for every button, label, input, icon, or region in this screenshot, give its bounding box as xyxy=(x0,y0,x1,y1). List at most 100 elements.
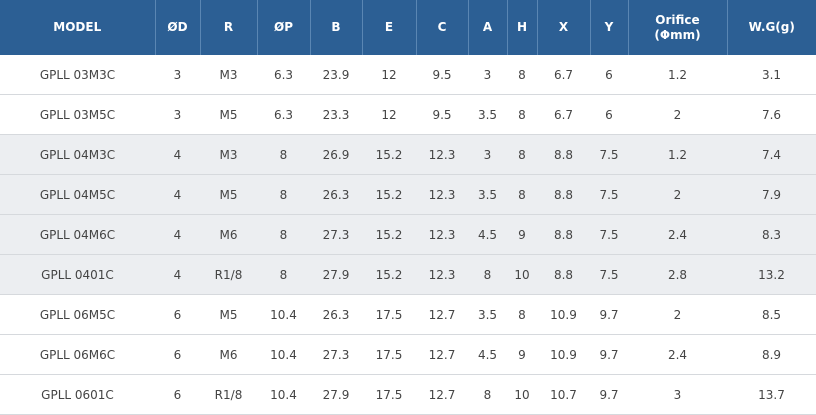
table-cell: 17.5 xyxy=(362,294,416,335)
table-cell: 7.9 xyxy=(727,174,816,215)
table-cell: 12.3 xyxy=(416,214,468,255)
table-cell: 12.7 xyxy=(416,374,468,415)
table-cell: 15.2 xyxy=(362,174,416,215)
table-cell: GPLL 03M5C xyxy=(0,94,155,135)
table-cell: 10.7 xyxy=(537,374,590,415)
table-cell: 8 xyxy=(507,134,537,175)
table-cell: 1.2 xyxy=(628,134,727,175)
table-cell: 8.8 xyxy=(537,174,590,215)
table-cell: GPLL 04M5C xyxy=(0,174,155,215)
table-cell: 3 xyxy=(468,134,507,175)
table-cell: 10.4 xyxy=(257,334,310,375)
table-cell: 6 xyxy=(590,55,628,95)
table-cell: 15.2 xyxy=(362,134,416,175)
column-header: W.G(g) xyxy=(726,0,816,55)
table-cell: 12 xyxy=(362,55,416,95)
table-cell: 23.3 xyxy=(310,94,362,135)
column-header: Y xyxy=(589,0,628,55)
header-row: MODEL ØD R ØP B E C A H X Y Orifice (Φmm) W.G(g) xyxy=(0,0,816,55)
table-cell: 9.7 xyxy=(590,374,628,415)
table-header: MODEL ØD R ØP B E C A H X Y Orifice (Φmm) W.G(g) xyxy=(0,0,816,55)
table-cell: 2.4 xyxy=(628,334,727,375)
table-cell: 17.5 xyxy=(362,334,416,375)
table-cell: 8.8 xyxy=(537,214,590,255)
table-cell: GPLL 0601C xyxy=(0,374,155,415)
table-cell: 2 xyxy=(628,294,727,335)
table-cell: 2 xyxy=(628,94,727,135)
table-cell: 8.3 xyxy=(727,214,816,255)
table-cell: 6 xyxy=(155,294,200,335)
table-cell: 7.5 xyxy=(590,174,628,215)
table-cell: 6.7 xyxy=(537,55,590,95)
table-cell: 3.5 xyxy=(468,174,507,215)
table-cell: M6 xyxy=(200,334,257,375)
table-row: GPLL 0601C 6 R1/8 10.4 27.9 17.5 12.7 8 10 10.7 9.… xyxy=(0,374,816,415)
table-cell: M3 xyxy=(200,55,257,95)
table-cell: 10 xyxy=(507,374,537,415)
table-cell: 15.2 xyxy=(362,214,416,255)
column-header: Orifice (Φmm) xyxy=(627,0,727,55)
table-cell: 10.9 xyxy=(537,294,590,335)
column-header: ØD xyxy=(154,0,200,55)
table-cell: GPLL 04M3C xyxy=(0,134,155,175)
table-cell: 8 xyxy=(257,214,310,255)
table-cell: 2 xyxy=(628,174,727,215)
table-cell: 8.8 xyxy=(537,134,590,175)
table-cell: 27.9 xyxy=(310,254,362,295)
table-cell: 8 xyxy=(468,254,507,295)
table-cell: 3.5 xyxy=(468,94,507,135)
table-cell: 8 xyxy=(507,55,537,95)
table-cell: 9 xyxy=(507,214,537,255)
table-cell: 4.5 xyxy=(468,214,507,255)
table-cell: 9.5 xyxy=(416,55,468,95)
table-cell: 4 xyxy=(155,254,200,295)
table-cell: R1/8 xyxy=(200,254,257,295)
table-cell: 7.5 xyxy=(590,214,628,255)
column-header: R xyxy=(199,0,257,55)
table-cell: 26.3 xyxy=(310,174,362,215)
table-cell: 12.7 xyxy=(416,294,468,335)
table-cell: 9 xyxy=(507,334,537,375)
table-cell: M6 xyxy=(200,214,257,255)
table-cell: 2.4 xyxy=(628,214,727,255)
table-cell: 27.3 xyxy=(310,334,362,375)
table-row: GPLL 03M5C 3 M5 6.3 23.3 12 9.5 3.5 8 6.7 6 2 7.6 xyxy=(0,94,816,135)
table-cell: 3 xyxy=(468,55,507,95)
column-header: ØP xyxy=(256,0,310,55)
table-cell: GPLL 04M6C xyxy=(0,214,155,255)
table-cell: 10 xyxy=(507,254,537,295)
table-cell: 7.6 xyxy=(727,94,816,135)
column-header: H xyxy=(506,0,537,55)
table-cell: 12 xyxy=(362,94,416,135)
table-cell: 12.3 xyxy=(416,174,468,215)
table-cell: 1.2 xyxy=(628,55,727,95)
table-cell: 6 xyxy=(155,334,200,375)
table-cell: 17.5 xyxy=(362,374,416,415)
table-cell: 8 xyxy=(257,174,310,215)
column-header: C xyxy=(415,0,468,55)
table-cell: 6.3 xyxy=(257,55,310,95)
table-cell: 8 xyxy=(257,134,310,175)
table-cell: R1/8 xyxy=(200,374,257,415)
table-cell: 9.7 xyxy=(590,334,628,375)
table-cell: 23.9 xyxy=(310,55,362,95)
table-row: GPLL 04M5C 4 M5 8 26.3 15.2 12.3 3.5 8 8.8 7.5 2 7.9 xyxy=(0,174,816,215)
table-cell: 8 xyxy=(257,254,310,295)
table-cell: 10.4 xyxy=(257,374,310,415)
column-header: A xyxy=(467,0,507,55)
table-cell: 3 xyxy=(628,374,727,415)
table-cell: 8 xyxy=(507,94,537,135)
table-cell: 6 xyxy=(590,94,628,135)
table-cell: 6 xyxy=(155,374,200,415)
table-cell: 7.5 xyxy=(590,134,628,175)
table-cell: 8 xyxy=(507,174,537,215)
table-cell: 6.7 xyxy=(537,94,590,135)
table-cell: M5 xyxy=(200,294,257,335)
table-cell: 9.7 xyxy=(590,294,628,335)
table-row: GPLL 03M3C 3 M3 6.3 23.9 12 9.5 3 8 6.7 6 1.2 3.1 xyxy=(0,55,816,95)
table-cell: 2.8 xyxy=(628,254,727,295)
column-header: B xyxy=(309,0,362,55)
table-cell: 13.2 xyxy=(727,254,816,295)
table-cell: 26.9 xyxy=(310,134,362,175)
table-cell: 8 xyxy=(507,294,537,335)
